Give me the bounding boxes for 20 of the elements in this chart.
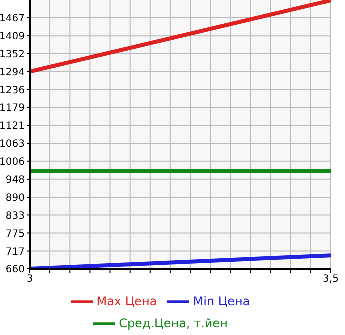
y-tick-label: 948 [6,174,25,186]
y-tick-label: 1409 [0,32,25,43]
y-tick-label: 1236 [0,85,25,96]
y-tick-label: 1352 [0,49,25,60]
legend-label: Сред.Цена, т.йен [119,316,228,330]
legend-label: Max Цена [96,294,158,308]
y-tick-label: 660 [6,264,25,276]
y-tick-label: 1294 [0,67,25,78]
y-tick-label: 717 [6,246,25,258]
y-tick-label: 1121 [0,121,25,132]
x-tick-label: 3,5 [323,274,339,286]
y-tick-label: 890 [6,193,25,204]
legend-label: Min Цена [193,294,250,308]
y-tick-label: 1063 [0,139,25,150]
y-tick-label: 1467 [0,14,25,25]
y-tick-label: 775 [6,228,25,240]
x-tick-label: 3 [26,274,34,286]
y-tick-label: 1006 [0,156,25,168]
y-tick-label: 833 [6,210,25,222]
y-tick-label: 1179 [0,103,25,114]
